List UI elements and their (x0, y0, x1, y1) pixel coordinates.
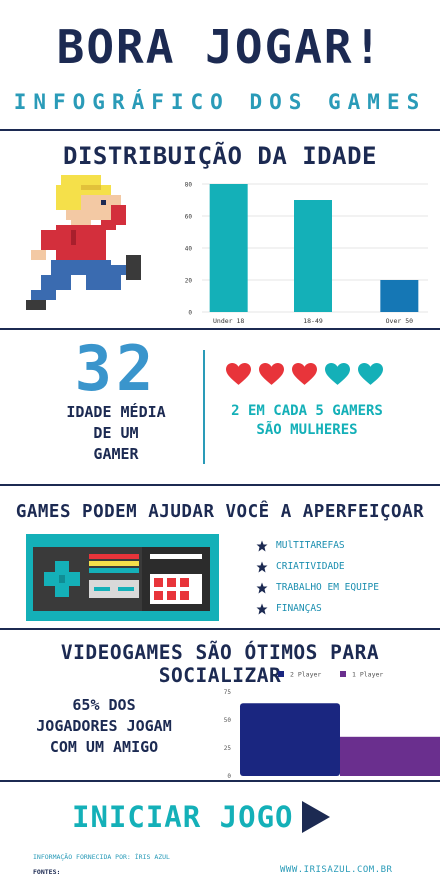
skill-label: MUlTITAREFAS (276, 540, 345, 551)
women-gamers-label-line: SÃO MULHERES (256, 422, 358, 438)
age-bar (380, 280, 419, 312)
star-icon (256, 603, 268, 614)
heart-icon (325, 363, 350, 385)
game-controller-icon (26, 534, 219, 621)
start-game-button[interactable]: INICIAR JOGO (72, 798, 330, 836)
skills-list: MUlTITAREFAS CRIATIVIDADE TRABALHO EM EQUI… (256, 535, 426, 619)
age-bar (209, 184, 248, 312)
social-section-title: VIDEOGAMES SÃO ÓTIMOS PARA SOCIALIZAR (60, 641, 380, 687)
average-age-label-line: IDADE MÉDIA (66, 403, 166, 421)
social-stat-label: 65% DOS JOGADORES JOGAM COM UM AMIGO (28, 695, 180, 758)
age-bar (294, 200, 332, 312)
star-icon (256, 582, 268, 593)
divider (0, 780, 440, 782)
x-tick-label: 18-49 (303, 317, 323, 325)
start-game-label: INICIAR JOGO (72, 800, 294, 834)
legend-swatch (340, 671, 346, 677)
average-age-label-line: GAMER (93, 445, 139, 463)
divider (0, 129, 440, 131)
skill-label: TRABALHO EM EQUIPE (276, 582, 379, 593)
divider (0, 328, 440, 330)
skill-item: CRIATIVIDADE (256, 556, 426, 577)
y-tick-label: 75 (224, 689, 232, 696)
age-distribution-chart: 0 20 40 60 80 Under 18 18-49 Over 50 (185, 182, 428, 325)
skill-label: FINANÇAS (276, 603, 322, 614)
improve-section-title: GAMES PODEM AJUDAR VOCÊ A APERFEIÇOAR (15, 502, 425, 522)
heart-icon (259, 363, 284, 385)
social-stat-label-line: COM UM AMIGO (49, 738, 159, 756)
y-tick-label: 0 (188, 310, 192, 317)
play-triangle-icon (301, 801, 330, 833)
y-tick-label: 80 (185, 182, 193, 189)
x-tick-label: Over 50 (386, 317, 413, 325)
skill-item: FINANÇAS (256, 598, 426, 619)
skill-item: TRABALHO EM EQUIPE (256, 577, 426, 598)
y-tick-label: 50 (224, 717, 232, 724)
vertical-divider (203, 350, 205, 464)
women-gamers-label-line: 2 EM CADA 5 GAMERS (231, 403, 383, 419)
website-link[interactable]: WWW.IRISAZUL.COM.BR (280, 865, 393, 875)
skill-item: MUlTITAREFAS (256, 535, 426, 556)
page-subtitle: INFOGRÁFICO DOS GAMES (13, 90, 427, 114)
star-icon (256, 561, 268, 572)
running-gamer-icon (26, 175, 141, 310)
series-bar (340, 736, 440, 776)
heart-icon (292, 363, 317, 385)
age-section-title: DISTRIBUIÇÃO DA IDADE (63, 142, 377, 170)
heart-icon (358, 363, 383, 385)
legend-label: 1 Player (352, 671, 383, 679)
social-play-chart: 2 Player 1 Player 0 25 50 75 (224, 671, 440, 780)
social-stat-label-line: JOGADORES JOGAM (36, 717, 172, 735)
y-tick-label: 60 (185, 214, 193, 221)
women-gamers-label: 2 EM CADA 5 GAMERS SÃO MULHERES (212, 402, 402, 440)
y-tick-label: 40 (185, 246, 193, 253)
sources-label: FONTES: (33, 868, 61, 876)
star-icon (256, 540, 268, 551)
average-age-label: IDADE MÉDIA DE UM GAMER (44, 402, 188, 465)
x-tick-label: Under 18 (213, 317, 244, 325)
page-title: BORA JOGAR! (56, 20, 384, 74)
divider (0, 628, 440, 630)
series-bar (240, 703, 340, 776)
legend-label: 2 Player (290, 671, 321, 679)
y-tick-label: 25 (224, 745, 232, 752)
y-tick-label: 0 (227, 773, 231, 780)
divider (0, 484, 440, 486)
legend-swatch (278, 671, 284, 677)
hearts-row (226, 362, 396, 390)
credit-text: INFORMAÇÃO FORNECIDA POR: ÍRIS AZUL (33, 853, 170, 861)
y-tick-label: 20 (185, 278, 193, 285)
social-stat-label-line: 65% DOS (72, 696, 136, 714)
average-age-label-line: DE UM (93, 424, 139, 442)
skill-label: CRIATIVIDADE (276, 561, 345, 572)
average-age-number: 32 (74, 332, 158, 405)
heart-icon (226, 363, 251, 385)
